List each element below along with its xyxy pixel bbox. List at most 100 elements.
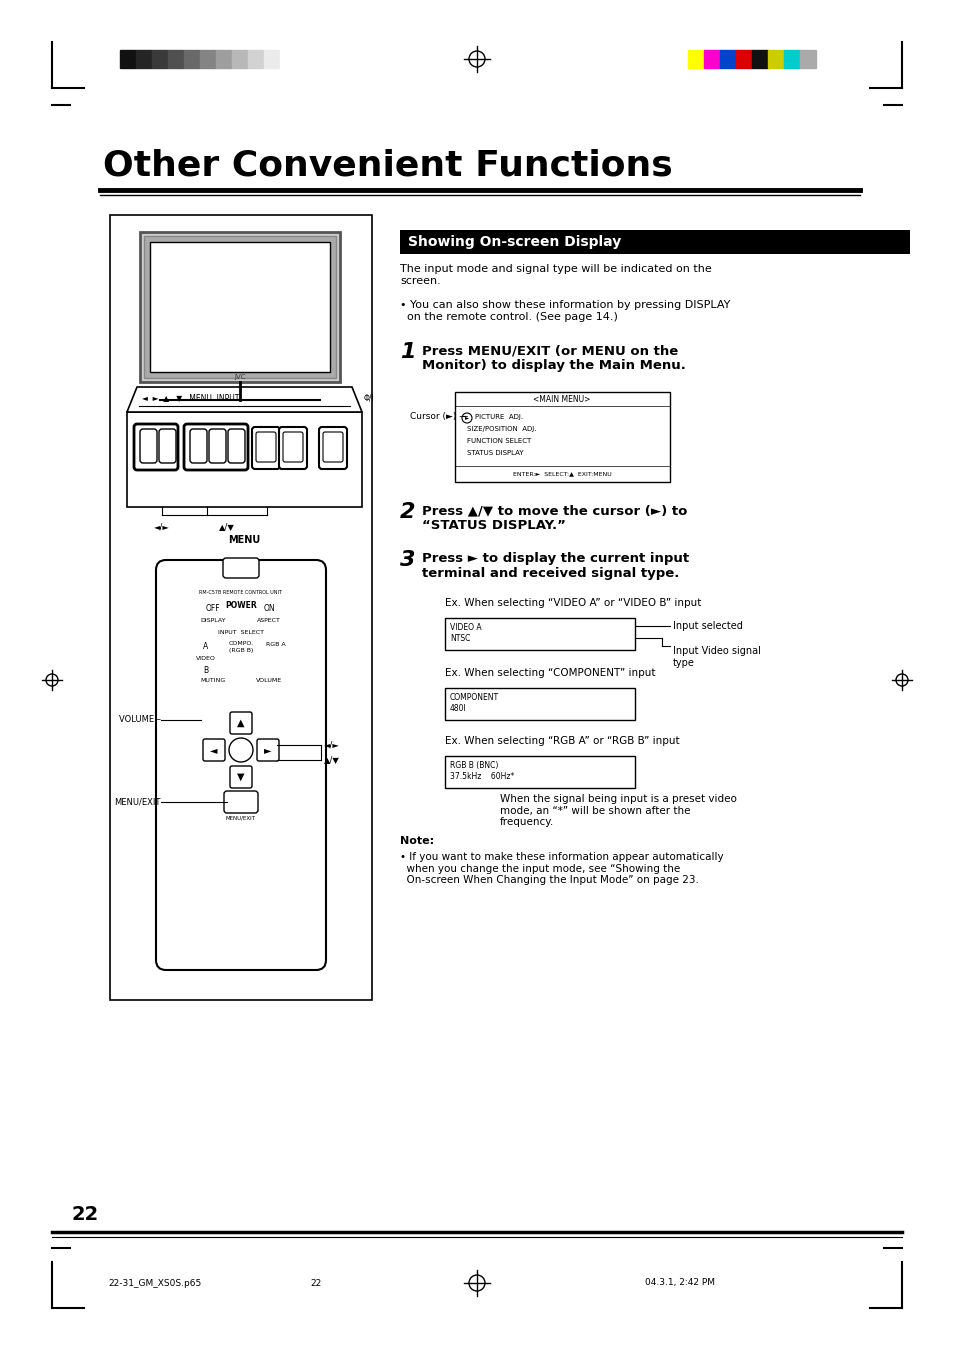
Text: 480I: 480I — [450, 704, 466, 713]
Text: Ex. When selecting “COMPONENT” input: Ex. When selecting “COMPONENT” input — [444, 668, 655, 678]
Text: MENU: MENU — [228, 534, 260, 545]
Text: ◄: ◄ — [210, 746, 217, 755]
Text: VIDEO A: VIDEO A — [450, 622, 481, 632]
Text: 3: 3 — [399, 551, 416, 570]
Text: 22-31_GM_XS0S.p65: 22-31_GM_XS0S.p65 — [108, 1279, 201, 1288]
Text: Press ▲/▼ to move the cursor (►) to
“STATUS DISPLAY.”: Press ▲/▼ to move the cursor (►) to “STA… — [421, 505, 687, 532]
Text: Cursor (►) —: Cursor (►) — — [410, 411, 468, 421]
Circle shape — [229, 737, 253, 762]
Text: POWER: POWER — [225, 601, 256, 610]
Text: Note:: Note: — [399, 836, 434, 846]
Bar — [800, 50, 815, 68]
FancyBboxPatch shape — [318, 428, 347, 469]
Text: ▼: ▼ — [237, 773, 245, 782]
FancyBboxPatch shape — [230, 712, 252, 733]
Text: Other Convenient Functions: Other Convenient Functions — [103, 149, 672, 183]
FancyBboxPatch shape — [190, 429, 207, 463]
FancyBboxPatch shape — [156, 560, 326, 970]
Bar — [140, 231, 339, 382]
FancyBboxPatch shape — [278, 428, 307, 469]
FancyBboxPatch shape — [140, 429, 157, 463]
Bar — [751, 50, 767, 68]
Text: VIDEO: VIDEO — [196, 656, 215, 662]
Text: Ex. When selecting “VIDEO A” or “VIDEO B” input: Ex. When selecting “VIDEO A” or “VIDEO B… — [444, 598, 700, 607]
FancyBboxPatch shape — [283, 432, 303, 461]
Text: COMPO.: COMPO. — [228, 641, 253, 645]
Text: ON: ON — [263, 603, 274, 613]
Bar — [150, 242, 330, 372]
Text: RGB A: RGB A — [266, 643, 286, 647]
Text: • You can also show these information by pressing DISPLAY
  on the remote contro: • You can also show these information by… — [399, 300, 730, 322]
Polygon shape — [127, 387, 361, 413]
Text: 04.3.1, 2:42 PM: 04.3.1, 2:42 PM — [644, 1279, 714, 1288]
Text: Φ/I: Φ/I — [364, 394, 375, 402]
Text: Showing On-screen Display: Showing On-screen Display — [408, 235, 620, 249]
Text: VOLUME: VOLUME — [255, 678, 282, 683]
FancyBboxPatch shape — [256, 739, 278, 760]
Bar — [168, 50, 184, 68]
Bar — [455, 392, 669, 482]
Text: Ex. When selecting “RGB A” or “RGB B” input: Ex. When selecting “RGB A” or “RGB B” in… — [444, 736, 679, 746]
Text: ►: ► — [264, 746, 272, 755]
Text: ◄  ►  ▲   ▼   MENU  INPUT: ◄ ► ▲ ▼ MENU INPUT — [142, 394, 239, 402]
Text: DISPLAY: DISPLAY — [200, 618, 226, 622]
Bar — [136, 50, 152, 68]
Text: MENU/EXIT: MENU/EXIT — [114, 797, 161, 806]
Text: RGB B (BNC): RGB B (BNC) — [450, 760, 497, 770]
Bar — [232, 50, 248, 68]
Text: When the signal being input is a preset video
mode, an “*” will be shown after t: When the signal being input is a preset … — [499, 794, 736, 827]
Text: Press ► to display the current input
terminal and received signal type.: Press ► to display the current input ter… — [421, 552, 688, 580]
Text: ▲/▼: ▲/▼ — [324, 755, 339, 764]
Text: 37.5kHz    60Hz*: 37.5kHz 60Hz* — [450, 773, 514, 781]
Bar — [687, 50, 703, 68]
FancyBboxPatch shape — [323, 432, 343, 461]
Text: MUTING: MUTING — [200, 678, 226, 683]
Text: INPUT  SELECT: INPUT SELECT — [218, 630, 264, 635]
Text: 2: 2 — [399, 502, 416, 522]
Bar — [783, 50, 800, 68]
Text: STATUS DISPLAY: STATUS DISPLAY — [467, 451, 523, 456]
FancyBboxPatch shape — [224, 792, 257, 813]
Bar — [152, 50, 168, 68]
Bar — [444, 756, 635, 787]
Bar — [703, 50, 720, 68]
Text: PICTURE  ADJ.: PICTURE ADJ. — [475, 414, 522, 419]
Bar — [767, 50, 783, 68]
Bar — [444, 687, 635, 720]
FancyBboxPatch shape — [133, 423, 178, 469]
Bar — [144, 235, 335, 377]
Text: • If you want to make these information appear automatically
  when you change t: • If you want to make these information … — [399, 852, 723, 885]
Text: NTSC: NTSC — [450, 635, 470, 643]
Text: SIZE/POSITION  ADJ.: SIZE/POSITION ADJ. — [467, 426, 536, 432]
Text: B: B — [203, 666, 209, 675]
FancyBboxPatch shape — [209, 429, 226, 463]
Text: Press MENU/EXIT (or MENU on the
Monitor) to display the Main Menu.: Press MENU/EXIT (or MENU on the Monitor)… — [421, 344, 685, 372]
Text: VOLUME –: VOLUME – — [119, 716, 161, 724]
Bar — [215, 50, 232, 68]
FancyBboxPatch shape — [228, 429, 245, 463]
FancyBboxPatch shape — [203, 739, 225, 760]
Text: ▲/▼: ▲/▼ — [219, 522, 234, 530]
FancyBboxPatch shape — [230, 766, 252, 787]
Text: Input selected: Input selected — [672, 621, 742, 630]
Bar — [110, 215, 372, 1000]
Bar — [200, 50, 215, 68]
Bar — [127, 413, 361, 507]
Bar — [444, 618, 635, 649]
Text: ▲: ▲ — [237, 718, 245, 728]
Bar — [120, 50, 136, 68]
Text: 22: 22 — [71, 1206, 99, 1224]
Text: ◄/►: ◄/► — [153, 522, 170, 530]
FancyBboxPatch shape — [159, 429, 175, 463]
Text: <MAIN MENU>: <MAIN MENU> — [533, 395, 590, 403]
Text: 1: 1 — [399, 342, 416, 363]
Bar — [399, 230, 909, 254]
Bar — [248, 50, 264, 68]
Text: JVC: JVC — [234, 373, 246, 380]
FancyBboxPatch shape — [252, 428, 280, 469]
Bar — [735, 50, 751, 68]
FancyBboxPatch shape — [255, 432, 275, 461]
Text: 22: 22 — [310, 1279, 321, 1288]
Bar — [720, 50, 735, 68]
Bar — [280, 50, 295, 68]
